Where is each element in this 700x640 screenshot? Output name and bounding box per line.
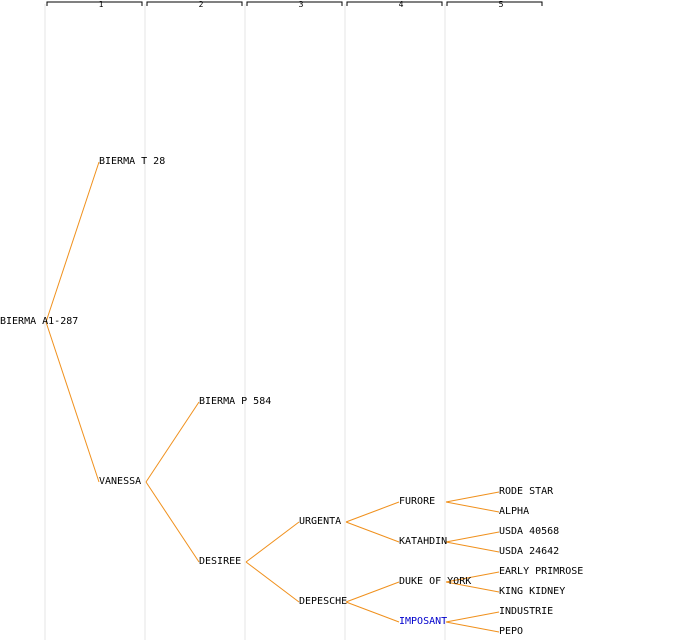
edge-imposant-industrie [445, 611, 500, 623]
generation-label-5: 5 [498, 0, 504, 9]
node-bierma-a1-287[interactable]: BIERMA A1-287 [0, 316, 79, 327]
generation-bracket-4 [346, 1, 443, 6]
node-desiree[interactable]: DESIREE [199, 556, 242, 567]
edge-vanessa-bierma_p584 [145, 401, 200, 483]
edge-imposant-pepo [445, 621, 500, 633]
node-katahdin[interactable]: KATAHDIN [399, 536, 448, 547]
generation-label-3: 3 [298, 0, 304, 9]
edge-urgenta-furore [345, 501, 400, 523]
edge-furore-alpha [445, 501, 500, 513]
node-industrie[interactable]: INDUSTRIE [499, 606, 554, 617]
edge-furore-rode_star [445, 491, 500, 503]
edge-desiree-depesche [245, 561, 300, 603]
generation-bracket-3 [246, 1, 343, 6]
edge-duke_of_york-early_primrose [445, 571, 500, 583]
generation-bracket-1 [46, 1, 143, 6]
generation-label-1: 1 [98, 0, 104, 9]
node-bierma-t-28[interactable]: BIERMA T 28 [99, 156, 166, 167]
edge-root-bierma_t28 [45, 161, 100, 323]
node-vanessa[interactable]: VANESSA [99, 476, 142, 487]
node-king-kidney[interactable]: KING KIDNEY [499, 586, 566, 597]
node-usda-40568[interactable]: USDA 40568 [499, 526, 560, 537]
node-early-primrose[interactable]: EARLY PRIMROSE [499, 566, 584, 577]
edge-urgenta-katahdin [345, 521, 400, 543]
node-usda-24642[interactable]: USDA 24642 [499, 546, 560, 557]
edge-desiree-urgenta [245, 521, 300, 563]
node-depesche[interactable]: DEPESCHE [299, 596, 348, 607]
node-furore[interactable]: FURORE [399, 496, 436, 507]
generation-bracket-5 [446, 1, 543, 6]
node-imposant[interactable]: IMPOSANT [399, 616, 448, 627]
edge-katahdin-usda_24642 [445, 541, 500, 553]
node-pepo[interactable]: PEPO [499, 626, 524, 637]
generation-label-2: 2 [198, 0, 204, 9]
edge-vanessa-desiree [145, 481, 200, 563]
edge-depesche-imposant [345, 601, 400, 623]
node-urgenta[interactable]: URGENTA [299, 516, 342, 527]
node-alpha[interactable]: ALPHA [499, 506, 530, 517]
node-rode-star[interactable]: RODE STAR [499, 486, 554, 497]
edge-depesche-duke_of_york [345, 581, 400, 603]
edge-duke_of_york-king_kidney [445, 581, 500, 593]
generation-bracket-2 [146, 1, 243, 6]
edge-katahdin-usda_40568 [445, 531, 500, 543]
generation-label-4: 4 [398, 0, 404, 9]
node-duke-of-york[interactable]: DUKE OF YORK [399, 576, 472, 587]
edge-root-vanessa [45, 321, 100, 483]
node-bierma-p-584[interactable]: BIERMA P 584 [199, 396, 272, 407]
